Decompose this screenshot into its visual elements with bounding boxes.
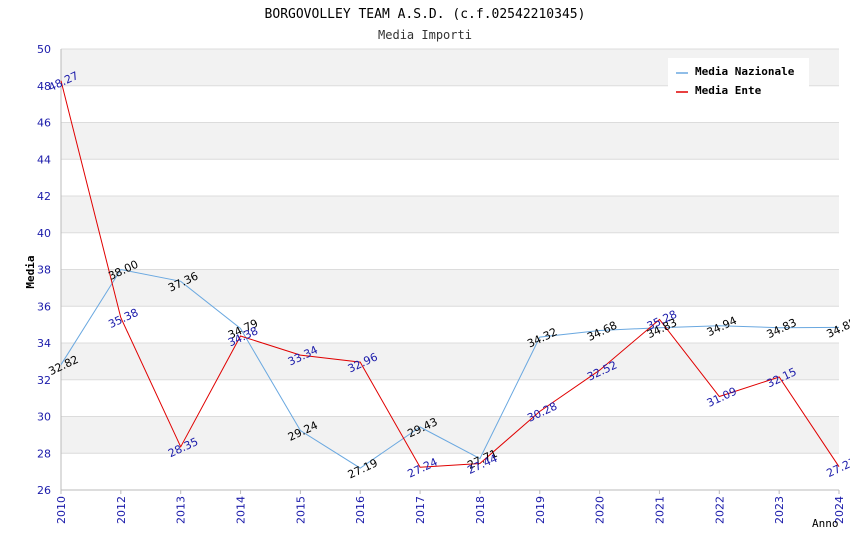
plot-band xyxy=(61,159,839,196)
legend: Media Nazionale Media Ente xyxy=(668,58,809,100)
y-tick-label: 26 xyxy=(37,484,51,497)
y-tick-label: 36 xyxy=(37,300,51,313)
y-axis-label: Media xyxy=(24,255,37,288)
plot-bands xyxy=(61,49,839,490)
x-tick-label: 2016 xyxy=(354,496,367,524)
x-axis-label: Anno xyxy=(812,517,839,530)
plot-band xyxy=(61,306,839,343)
plot-band xyxy=(61,232,839,270)
x-tick-label: 2012 xyxy=(115,496,128,524)
y-tick-label: 48 xyxy=(37,80,51,93)
x-tick-label: 2014 xyxy=(235,496,248,524)
plot-band xyxy=(61,122,839,160)
plot-band xyxy=(61,416,839,454)
y-tick-label: 44 xyxy=(37,153,51,166)
x-tick-label: 2015 xyxy=(294,496,307,524)
x-tick-label: 2020 xyxy=(594,496,607,524)
x-tick-label: 2022 xyxy=(713,496,726,524)
series-line-media-ente xyxy=(60,80,840,468)
plot-band xyxy=(61,196,839,233)
x-tick-label: 2018 xyxy=(474,496,487,524)
plot-band xyxy=(61,269,839,307)
y-tick-label: 30 xyxy=(37,411,51,424)
plot-band xyxy=(61,343,839,380)
legend-label-media-nazionale: Media Nazionale xyxy=(695,65,795,78)
y-tick-label: 32 xyxy=(37,374,51,387)
y-tick-label: 38 xyxy=(37,264,51,277)
plot-band xyxy=(61,379,839,417)
x-tick-label: 2019 xyxy=(534,496,547,524)
x-tick-label: 2013 xyxy=(175,496,188,524)
x-tick-label: 2023 xyxy=(773,496,786,524)
y-tick-label: 40 xyxy=(37,227,51,240)
series-line-media-nazionale xyxy=(60,268,840,469)
y-tick-labels: 26 28 30 32 34 36 38 40 42 44 46 48 50 xyxy=(37,43,51,497)
y-tick-label: 34 xyxy=(37,337,51,350)
x-tick-label: 2021 xyxy=(653,496,666,524)
legend-box xyxy=(668,58,809,100)
chart-title: BORGOVOLLEY TEAM A.S.D. (c.f.02542210345… xyxy=(265,7,586,22)
x-tick-labels: 2010 2012 2013 2014 2015 2016 2017 2018 2019 2020… xyxy=(55,496,846,524)
y-tick-label: 46 xyxy=(37,117,51,130)
chart-subtitle: Media Importi xyxy=(378,28,472,42)
x-tick-label: 2010 xyxy=(55,496,68,524)
x-tick-label: 2024 xyxy=(833,496,846,524)
x-tick-label: 2017 xyxy=(414,496,427,524)
y-tick-label: 28 xyxy=(37,447,51,460)
y-tick-label: 50 xyxy=(37,43,51,56)
legend-label-media-ente: Media Ente xyxy=(695,84,762,97)
y-tick-label: 42 xyxy=(37,190,51,203)
axes xyxy=(60,49,840,494)
plot-band xyxy=(61,453,839,490)
series-lines xyxy=(60,80,840,469)
